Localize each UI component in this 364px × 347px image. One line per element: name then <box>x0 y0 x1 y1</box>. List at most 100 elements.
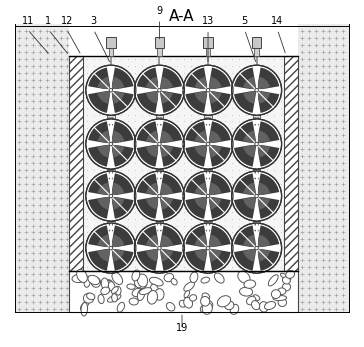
Text: A-A: A-A <box>169 9 195 24</box>
Text: 9: 9 <box>157 6 162 16</box>
Text: 11: 11 <box>21 16 34 26</box>
Circle shape <box>255 224 256 225</box>
Ellipse shape <box>147 290 158 304</box>
Ellipse shape <box>225 301 234 310</box>
Circle shape <box>108 118 111 120</box>
Circle shape <box>158 142 161 146</box>
Wedge shape <box>234 226 257 248</box>
Wedge shape <box>185 144 208 167</box>
Wedge shape <box>257 226 279 248</box>
Ellipse shape <box>202 303 212 314</box>
Circle shape <box>257 178 258 179</box>
Wedge shape <box>234 174 257 196</box>
Wedge shape <box>159 130 173 144</box>
Wedge shape <box>111 248 134 271</box>
Circle shape <box>109 178 110 179</box>
Circle shape <box>183 171 233 221</box>
Ellipse shape <box>137 289 145 301</box>
Circle shape <box>158 124 159 125</box>
Wedge shape <box>159 68 182 90</box>
Circle shape <box>157 118 159 120</box>
Circle shape <box>134 171 185 221</box>
Circle shape <box>109 230 110 231</box>
Circle shape <box>254 223 257 226</box>
Circle shape <box>157 223 159 226</box>
Ellipse shape <box>108 281 115 291</box>
Wedge shape <box>208 196 221 210</box>
Circle shape <box>109 246 112 250</box>
Ellipse shape <box>268 275 278 286</box>
Ellipse shape <box>280 273 291 280</box>
Wedge shape <box>208 144 231 167</box>
Circle shape <box>112 230 113 231</box>
Ellipse shape <box>104 280 113 288</box>
Ellipse shape <box>112 294 117 302</box>
Bar <box>253 221 260 234</box>
Ellipse shape <box>200 305 207 312</box>
Ellipse shape <box>129 298 138 305</box>
Ellipse shape <box>201 277 210 283</box>
Circle shape <box>160 178 161 179</box>
Bar <box>206 40 210 56</box>
Wedge shape <box>195 196 208 210</box>
Circle shape <box>86 119 136 169</box>
Bar <box>156 169 163 182</box>
Circle shape <box>158 118 159 119</box>
Ellipse shape <box>184 290 190 298</box>
Ellipse shape <box>282 283 290 291</box>
Circle shape <box>158 246 161 250</box>
Circle shape <box>183 65 233 115</box>
Circle shape <box>257 118 258 119</box>
Wedge shape <box>146 77 159 90</box>
Circle shape <box>159 177 162 180</box>
Ellipse shape <box>265 302 276 310</box>
Ellipse shape <box>101 278 108 289</box>
Wedge shape <box>243 183 257 196</box>
Wedge shape <box>137 144 159 167</box>
Wedge shape <box>159 196 173 210</box>
Wedge shape <box>98 130 111 144</box>
Ellipse shape <box>101 287 110 295</box>
Circle shape <box>208 123 211 126</box>
Circle shape <box>257 229 260 232</box>
Circle shape <box>112 224 113 225</box>
Ellipse shape <box>253 295 260 301</box>
Wedge shape <box>88 196 111 219</box>
Wedge shape <box>234 90 257 113</box>
Circle shape <box>257 118 260 120</box>
Circle shape <box>255 118 256 119</box>
Circle shape <box>86 171 136 221</box>
Circle shape <box>209 124 210 125</box>
Wedge shape <box>111 226 134 248</box>
Circle shape <box>109 142 112 146</box>
Wedge shape <box>208 183 221 196</box>
Wedge shape <box>111 174 134 196</box>
Circle shape <box>208 177 211 180</box>
Circle shape <box>159 223 162 226</box>
Wedge shape <box>98 77 111 90</box>
Bar <box>15 24 69 312</box>
Wedge shape <box>195 77 208 90</box>
Ellipse shape <box>84 276 90 287</box>
Wedge shape <box>257 90 270 104</box>
Wedge shape <box>234 248 257 271</box>
Text: 1: 1 <box>46 16 51 26</box>
Circle shape <box>254 123 257 126</box>
Bar <box>107 221 115 234</box>
Wedge shape <box>159 90 182 113</box>
Wedge shape <box>195 235 208 248</box>
Bar <box>15 24 349 312</box>
Wedge shape <box>88 144 111 167</box>
Circle shape <box>257 123 260 126</box>
Circle shape <box>254 171 257 174</box>
Circle shape <box>109 124 110 125</box>
Wedge shape <box>98 90 111 104</box>
Ellipse shape <box>240 287 253 296</box>
Bar <box>204 169 212 182</box>
Bar <box>107 169 115 182</box>
Wedge shape <box>88 174 111 196</box>
Circle shape <box>159 171 162 174</box>
Wedge shape <box>111 130 124 144</box>
Circle shape <box>111 171 114 174</box>
Wedge shape <box>146 183 159 196</box>
